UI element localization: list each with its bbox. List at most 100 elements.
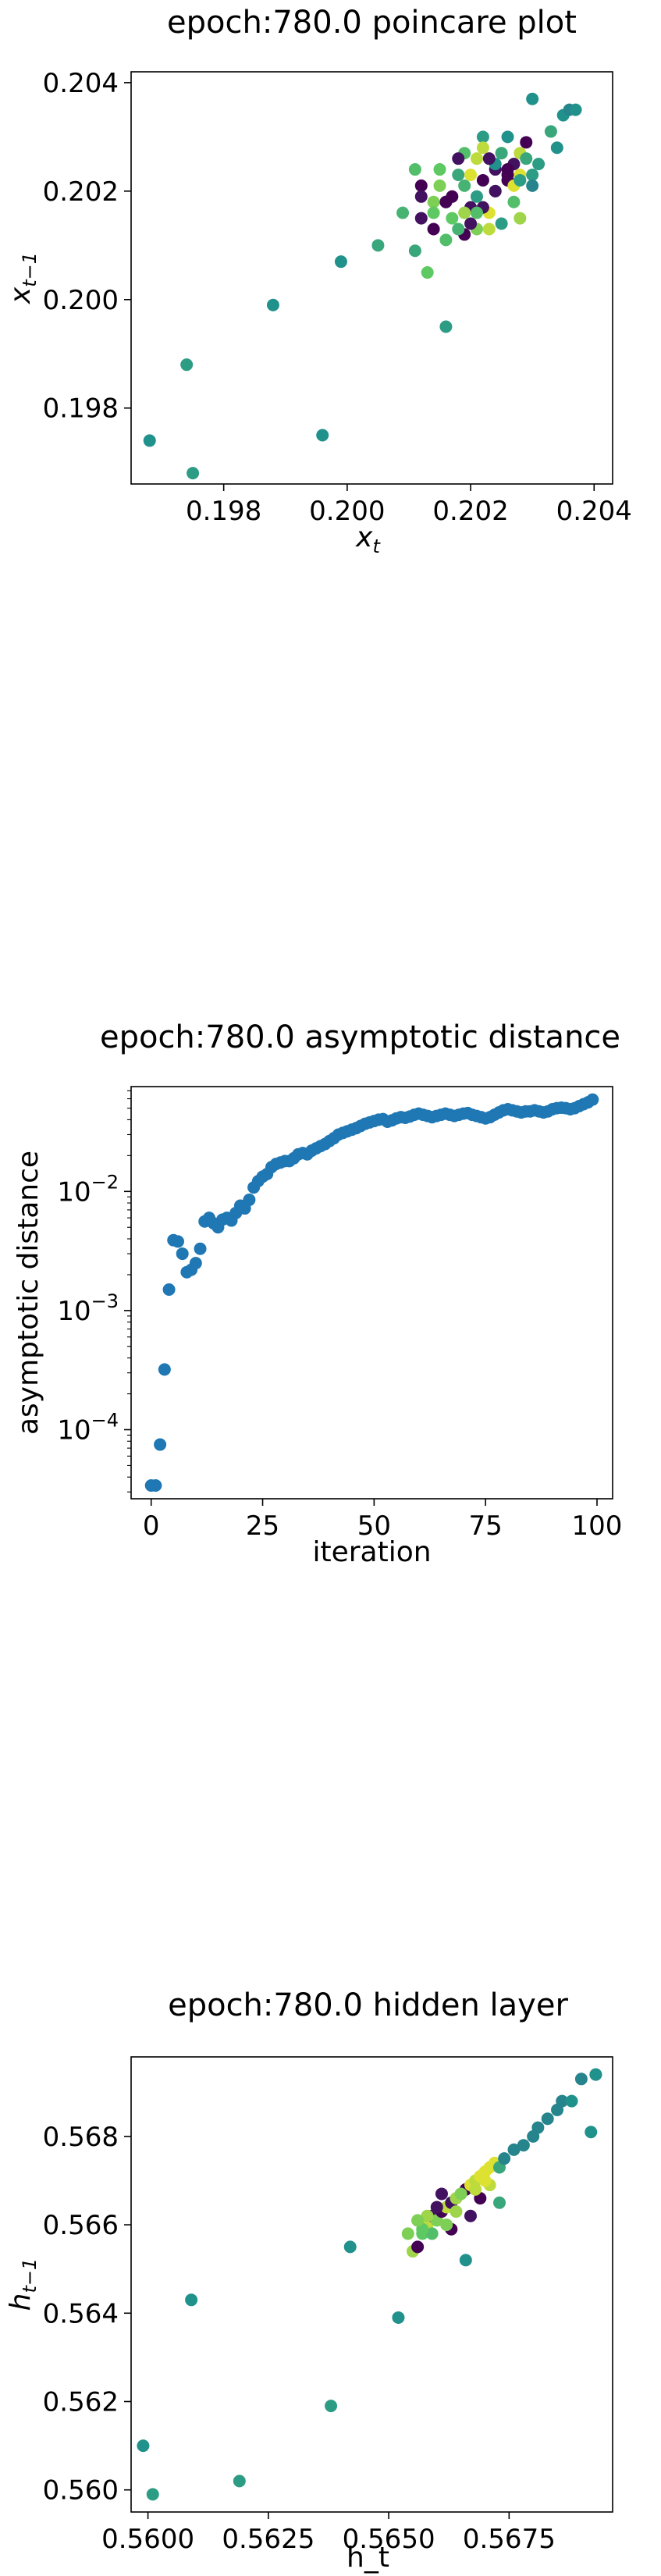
data-point xyxy=(520,152,533,165)
x-tick-label: 0.204 xyxy=(556,496,632,527)
data-point xyxy=(532,158,546,171)
x-axis-label: xt xyxy=(355,521,381,557)
data-point xyxy=(158,1363,171,1376)
plot-frame xyxy=(130,2056,613,2513)
data-point xyxy=(446,212,459,225)
y-tick-label: 0.562 xyxy=(43,2386,119,2418)
data-point xyxy=(187,467,200,480)
y-tick-label: 0.564 xyxy=(43,2298,119,2329)
data-point xyxy=(517,2139,530,2152)
data-point xyxy=(452,169,465,181)
x-tick-label: 100 xyxy=(572,1510,623,1542)
data-point xyxy=(526,179,539,192)
y-tick-label: 0.560 xyxy=(43,2475,119,2507)
data-point xyxy=(425,2227,439,2240)
data-point xyxy=(427,195,440,208)
x-axis-label: iteration xyxy=(312,1536,431,1568)
data-point xyxy=(526,92,539,105)
data-point xyxy=(439,233,453,247)
data-point xyxy=(452,152,465,165)
data-point xyxy=(526,169,539,181)
data-point xyxy=(589,2068,602,2081)
x-tick-label: 75 xyxy=(469,1510,503,1542)
x-tick-label: 0 xyxy=(143,1510,160,1542)
data-point xyxy=(501,130,514,144)
data-point xyxy=(427,206,440,219)
data-point xyxy=(586,1093,599,1106)
y-tick-label: 10−2 xyxy=(57,1171,119,1208)
y-axis-label: ht−1 xyxy=(5,2258,41,2311)
data-point xyxy=(137,2439,150,2453)
data-point xyxy=(414,190,428,203)
x-tick-label: 0.198 xyxy=(186,496,261,527)
data-point xyxy=(507,2143,521,2156)
x-tick-label: 0.202 xyxy=(432,496,508,527)
data-point xyxy=(501,169,514,181)
data-point xyxy=(459,2254,472,2267)
data-point xyxy=(469,2183,482,2196)
data-point xyxy=(435,2187,448,2201)
data-point xyxy=(495,217,508,230)
data-point xyxy=(427,222,440,236)
data-point xyxy=(476,130,489,144)
x-tick-label: 0.5600 xyxy=(101,2524,194,2555)
data-point xyxy=(569,103,582,116)
data-point xyxy=(411,2240,425,2254)
data-point xyxy=(189,1257,202,1270)
data-point xyxy=(149,1478,162,1492)
data-point xyxy=(482,152,496,165)
data-point xyxy=(514,212,527,225)
data-point xyxy=(458,206,471,219)
data-point xyxy=(401,2227,414,2240)
y-tick-label: 0.566 xyxy=(43,2210,119,2241)
y-tick-label: 0.200 xyxy=(43,285,119,316)
plot-frame xyxy=(130,71,613,485)
x-tick-label: 25 xyxy=(246,1510,279,1542)
data-point xyxy=(458,179,471,192)
data-point xyxy=(176,1247,189,1261)
data-point xyxy=(430,2201,443,2214)
data-point xyxy=(550,141,563,155)
data-point xyxy=(556,2094,569,2108)
data-point xyxy=(396,206,410,219)
data-point xyxy=(440,2218,453,2232)
data-point xyxy=(185,2293,198,2307)
data-point xyxy=(421,266,434,279)
data-point xyxy=(482,222,496,236)
data-point xyxy=(464,169,478,181)
data-point xyxy=(392,2311,405,2324)
data-point xyxy=(452,222,465,236)
data-point xyxy=(520,136,533,149)
data-point xyxy=(478,2174,492,2187)
y-axis-label-base: x xyxy=(5,286,37,304)
data-point xyxy=(171,1235,184,1248)
data-point xyxy=(408,163,421,176)
chart-title: epoch:780.0 poincare plot xyxy=(167,5,577,41)
data-point xyxy=(439,195,453,208)
data-point xyxy=(541,2112,554,2126)
data-point xyxy=(243,1194,256,1207)
x-tick-label: 0.5675 xyxy=(463,2524,556,2555)
data-point xyxy=(411,2214,425,2227)
data-point xyxy=(371,239,385,252)
chart-title: epoch:780.0 asymptotic distance xyxy=(100,1019,620,1055)
hidden-layer-chart: epoch:780.0 hidden layer 0.5600 0.5625 0.56… xyxy=(5,1987,613,2574)
data-point xyxy=(143,434,156,447)
data-point xyxy=(439,320,453,333)
data-point xyxy=(565,2094,578,2108)
data-point xyxy=(414,212,428,225)
y-tick-label: 10−4 xyxy=(57,1409,119,1446)
data-point xyxy=(266,298,279,311)
data-point xyxy=(495,147,508,160)
data-point xyxy=(470,152,483,165)
data-point xyxy=(421,2209,434,2222)
data-point xyxy=(531,2121,545,2134)
data-point xyxy=(433,163,446,176)
data-point xyxy=(162,1283,176,1297)
x-tick-label: 0.5650 xyxy=(343,2524,435,2555)
x-tick-label: 0.5625 xyxy=(222,2524,315,2555)
asymptotic-distance-chart: epoch:780.0 asymptotic distance 0 25 50 75 10… xyxy=(12,1019,623,1568)
y-axis-label-sub: t−1 xyxy=(19,2258,41,2293)
data-point xyxy=(498,2152,511,2165)
data-point xyxy=(433,179,446,192)
